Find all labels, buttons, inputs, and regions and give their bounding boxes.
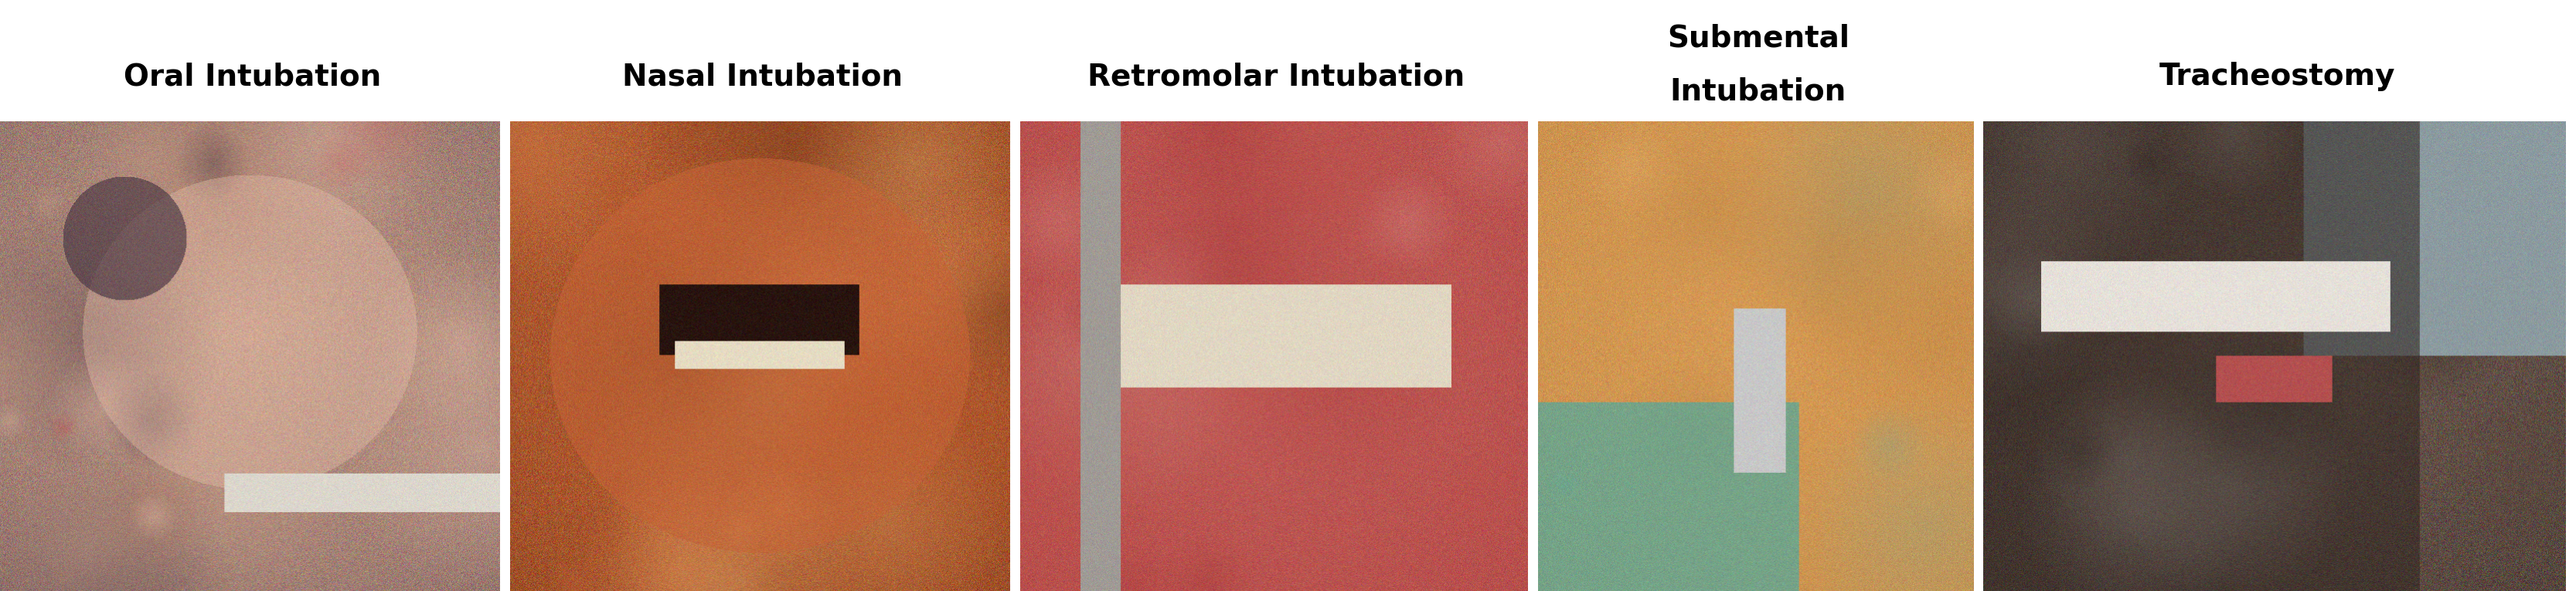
Text: Oral Intubation: Oral Intubation xyxy=(124,62,381,92)
Text: Submental: Submental xyxy=(1667,24,1850,53)
Text: Nasal Intubation: Nasal Intubation xyxy=(623,62,902,92)
Text: Retromolar Intubation: Retromolar Intubation xyxy=(1087,62,1466,92)
Text: Intubation: Intubation xyxy=(1669,77,1847,106)
Bar xyxy=(0,0,2576,121)
Text: Tracheostomy: Tracheostomy xyxy=(2159,62,2396,92)
